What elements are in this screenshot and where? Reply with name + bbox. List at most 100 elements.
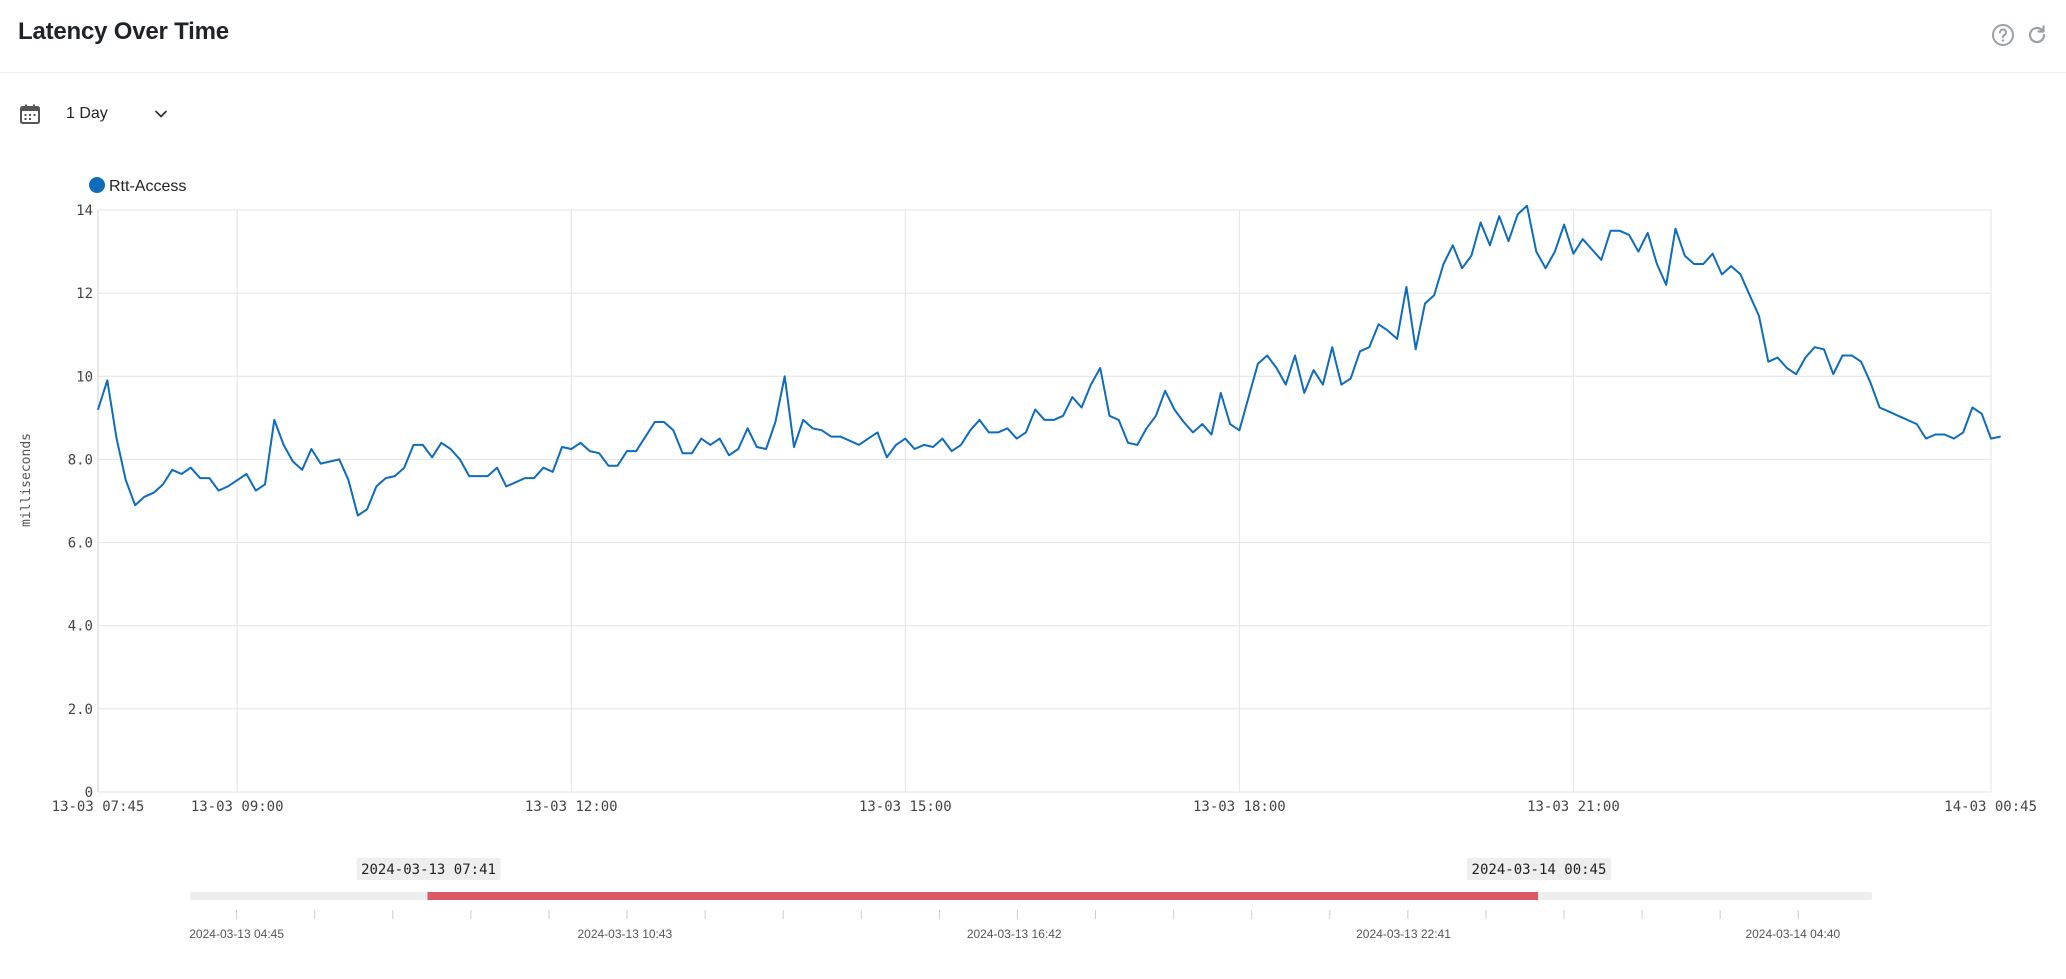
data-point xyxy=(440,442,442,444)
data-point xyxy=(988,431,990,433)
time-range-value: 1 Day xyxy=(66,105,108,122)
x-axis: 13-03 07:45 13-03 09:00 13-03 12:00 13-03 1… xyxy=(52,799,2037,815)
data-point xyxy=(1136,444,1138,446)
data-point xyxy=(1285,384,1287,386)
data-point xyxy=(886,456,888,458)
data-point xyxy=(301,469,303,471)
data-point xyxy=(552,471,554,473)
data-point xyxy=(607,465,610,467)
data-point xyxy=(774,421,777,423)
data-point xyxy=(1433,294,1435,296)
brush-axis-label: 2024-03-13 16:42 xyxy=(967,927,1062,941)
data-point xyxy=(969,429,971,431)
data-point xyxy=(1730,265,1732,267)
data-point xyxy=(1313,369,1315,371)
y-tick-label: 14 xyxy=(76,203,93,219)
brush-axis-ticks xyxy=(236,910,1799,919)
data-point xyxy=(450,448,452,450)
data-point xyxy=(1814,346,1816,348)
data-point xyxy=(180,473,183,475)
chevron-down-icon xyxy=(152,105,170,123)
data-point xyxy=(1535,251,1537,253)
data-point xyxy=(1767,361,1769,363)
data-point xyxy=(1962,431,1964,433)
data-point xyxy=(97,408,99,411)
data-point xyxy=(978,419,981,421)
data-point xyxy=(1442,263,1445,265)
data-point xyxy=(1146,427,1148,429)
data-point xyxy=(1340,384,1342,386)
data-point xyxy=(858,444,860,446)
time-range-dropdown[interactable]: 1 Day xyxy=(66,105,170,123)
data-point xyxy=(1944,433,1946,436)
data-point xyxy=(941,438,944,440)
data-point xyxy=(1507,240,1510,242)
data-point xyxy=(1257,363,1259,365)
calendar-icon[interactable] xyxy=(18,102,42,126)
data-point xyxy=(1099,367,1101,369)
chart-legend[interactable]: Rtt-Access xyxy=(89,177,186,195)
data-point xyxy=(1322,384,1324,386)
data-point xyxy=(1628,234,1630,236)
brush-selection[interactable] xyxy=(427,892,1538,900)
data-point xyxy=(1869,381,1871,384)
data-point xyxy=(849,440,851,442)
data-point xyxy=(106,379,108,381)
data-point xyxy=(431,456,433,458)
data-point xyxy=(1062,415,1064,417)
data-point xyxy=(1647,232,1649,234)
data-point xyxy=(1090,384,1092,386)
data-point xyxy=(487,475,489,477)
brush-start-handle-label[interactable]: 2024-03-13 07:41 xyxy=(356,858,501,880)
data-point xyxy=(895,444,897,446)
brush-axis: 2024-03-13 04:45 2024-03-13 10:43 2024-03-… xyxy=(189,927,1840,941)
time-brush[interactable]: 2024-03-13 07:41 2024-03-14 00:45 2024-0… xyxy=(189,858,1872,941)
data-point xyxy=(756,446,758,448)
data-point xyxy=(876,431,879,433)
data-point xyxy=(1563,224,1565,226)
data-point xyxy=(459,458,461,460)
data-point xyxy=(1266,354,1268,357)
y-tick-label: 6.0 xyxy=(68,536,93,552)
data-point xyxy=(811,427,814,429)
brush-end-handle-label[interactable]: 2024-03-14 00:45 xyxy=(1466,858,1611,880)
y-tick-label: 8.0 xyxy=(68,452,93,468)
data-point xyxy=(635,450,637,452)
y-gridlines xyxy=(98,209,1991,793)
brush-axis-label: 2024-03-13 22:41 xyxy=(1356,927,1451,941)
data-point xyxy=(1294,354,1296,357)
data-point xyxy=(1804,357,1806,359)
data-point xyxy=(747,427,749,429)
data-point xyxy=(283,444,285,446)
data-point xyxy=(802,419,804,421)
data-point xyxy=(1118,419,1120,421)
data-point xyxy=(533,477,535,479)
data-point xyxy=(663,421,665,423)
data-point xyxy=(496,467,498,469)
help-circle-icon[interactable] xyxy=(1990,22,2016,48)
x-gridlines xyxy=(97,210,1992,792)
y-tick-label: 2.0 xyxy=(68,702,93,718)
data-point xyxy=(589,450,591,452)
data-point xyxy=(1572,253,1574,255)
data-point xyxy=(1378,323,1380,325)
data-point xyxy=(1888,411,1890,413)
refresh-icon[interactable] xyxy=(2024,22,2050,48)
y-axis: 0 2.0 4.0 6.0 8.0 10 12 14 xyxy=(68,203,93,801)
y-tick-label: 0 xyxy=(85,785,93,801)
series-line-rtt-access[interactable] xyxy=(97,204,2001,517)
data-point xyxy=(682,452,684,454)
y-tick-label: 10 xyxy=(76,369,93,385)
data-point xyxy=(1619,230,1621,232)
data-point xyxy=(1953,438,1955,440)
range-controls: 1 Day xyxy=(18,102,170,126)
data-point xyxy=(171,469,173,471)
data-point xyxy=(784,375,786,377)
data-point xyxy=(914,448,916,450)
data-point xyxy=(477,475,480,477)
data-point xyxy=(709,444,712,446)
data-point xyxy=(626,450,628,452)
x-tick-label: 13-03 12:00 xyxy=(525,799,618,815)
data-point xyxy=(1127,442,1129,444)
data-point xyxy=(273,419,275,421)
